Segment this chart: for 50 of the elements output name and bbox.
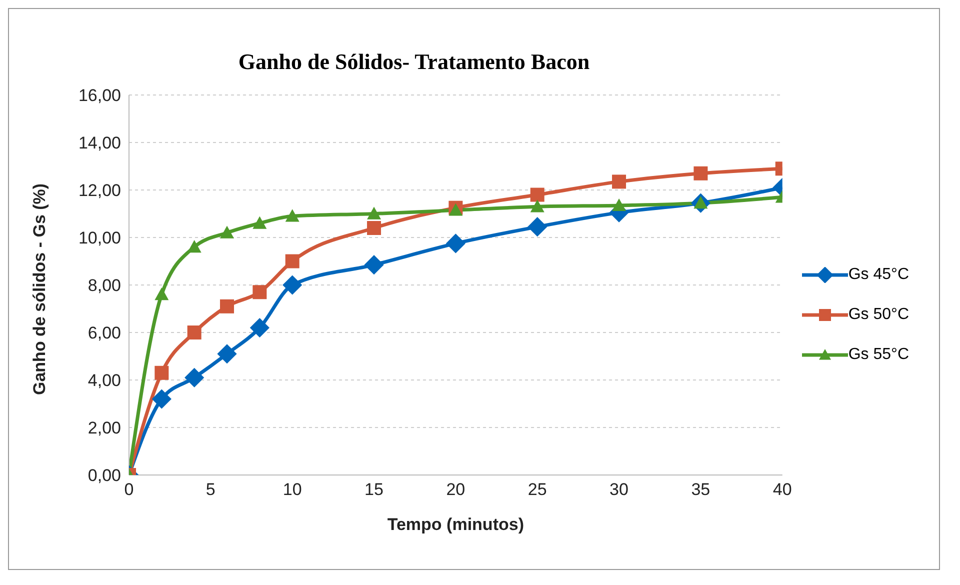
point <box>187 326 202 340</box>
x-axis-title: Tempo (minutos) <box>387 515 524 534</box>
point <box>282 275 302 295</box>
point <box>612 198 626 212</box>
y-tick-label: 14,00 <box>78 134 121 153</box>
x-tick-label: 20 <box>446 480 466 500</box>
x-tick-label: 40 <box>772 480 792 500</box>
point <box>367 206 382 220</box>
y-tick-label: 8,00 <box>88 276 121 296</box>
point <box>694 166 708 180</box>
y-tick-label: 2,00 <box>88 418 121 438</box>
x-tick-label: 0 <box>124 480 134 500</box>
point <box>152 389 172 409</box>
point <box>530 200 544 212</box>
legend-label: Gs 45°C <box>848 266 909 284</box>
y-tick-label: 0,00 <box>88 466 121 486</box>
legend-label: Gs 55°C <box>848 346 909 364</box>
point <box>528 217 548 237</box>
point <box>285 209 300 222</box>
point <box>220 226 234 238</box>
x-tick-label: 15 <box>364 480 384 500</box>
y-tick-label: 16,00 <box>78 86 121 106</box>
point <box>530 188 544 202</box>
y-tick-label: 6,00 <box>88 324 121 343</box>
point <box>187 240 202 253</box>
point <box>220 299 234 314</box>
x-tick-label: 10 <box>282 480 302 500</box>
x-tick-label: 25 <box>528 480 547 500</box>
point <box>184 368 204 388</box>
point <box>154 288 169 300</box>
x-tick-label: 30 <box>610 480 628 500</box>
point <box>154 366 169 380</box>
x-tick-label: 5 <box>206 480 216 500</box>
chart-title: Ganho de Sólidos- Tratamento Bacon <box>237 49 591 75</box>
point <box>612 174 626 189</box>
point <box>285 254 300 268</box>
point <box>252 216 267 229</box>
point <box>448 203 463 216</box>
point <box>364 255 384 275</box>
point <box>446 234 466 254</box>
y-tick-label: 10,00 <box>78 228 121 248</box>
x-tick-label: 35 <box>691 480 710 500</box>
point <box>217 344 237 364</box>
point <box>250 318 270 338</box>
legend-label: Gs 50°C <box>848 306 909 324</box>
y-tick-label: 4,00 <box>88 371 121 390</box>
y-tick-label: 12,00 <box>78 181 121 200</box>
point <box>252 285 267 300</box>
y-axis-title: Ganho de sólidos - Gs (%) <box>30 183 50 395</box>
point <box>367 221 382 235</box>
